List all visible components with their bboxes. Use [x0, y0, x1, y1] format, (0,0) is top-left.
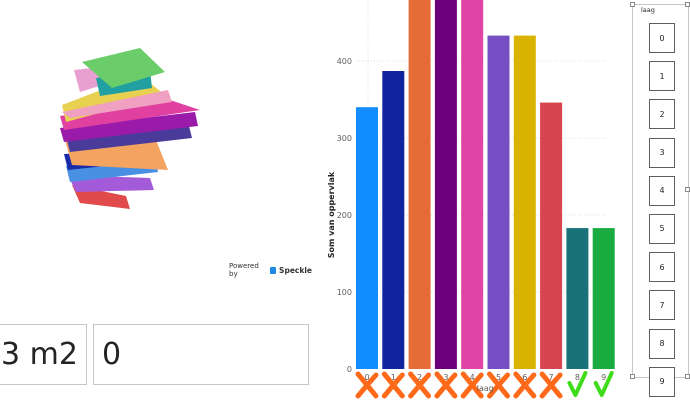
- x-tick-label: 0: [364, 373, 369, 382]
- slicer-item-7[interactable]: 7: [649, 290, 675, 321]
- cross-mark-icon: [487, 372, 510, 399]
- bar-laag-0[interactable]: [356, 107, 378, 369]
- bar-chart-svg[interactable]: 0 100 200 300 400 Som van oppervlak 0 1 2 3 4 5 6 7 8 9…: [318, 0, 618, 403]
- check-mark-icon: [593, 371, 614, 397]
- slicer-items: 0 1 2 3 4 5 6 7 8 9: [649, 23, 675, 405]
- check-mark-icon: [567, 371, 588, 397]
- slicer-item-8[interactable]: 8: [649, 328, 675, 359]
- laag-slicer[interactable]: laag 0 1 2 3 4 5 6 7 8 9: [630, 2, 690, 397]
- cross-mark-icon: [408, 372, 432, 399]
- bar-laag-6[interactable]: [513, 35, 536, 370]
- area-card: 3 m2: [0, 324, 87, 385]
- bar-laag-2[interactable]: [408, 0, 431, 369]
- powered-by-speckle[interactable]: Powered by Speckle: [229, 262, 312, 278]
- slicer-item-6[interactable]: 6: [649, 252, 675, 283]
- slicer-item-1[interactable]: 1: [649, 61, 675, 92]
- cross-mark-icon: [460, 372, 484, 399]
- cross-mark-icon: [381, 372, 405, 399]
- x-tick-label: 8: [575, 373, 580, 382]
- x-tick-label: 1: [391, 373, 396, 382]
- cross-mark-icon: [539, 372, 563, 399]
- x-tick-label: 9: [601, 373, 606, 382]
- slicer-item-3[interactable]: 3: [649, 137, 675, 168]
- bar-laag-5[interactable]: [487, 35, 510, 370]
- slicer-item-4[interactable]: 4: [649, 175, 675, 206]
- bar-laag-3[interactable]: [434, 0, 457, 369]
- y-tick-label: 100: [337, 288, 352, 297]
- slicer-item-9[interactable]: 9: [649, 366, 675, 397]
- bar-laag-7[interactable]: [540, 102, 563, 369]
- speckle-logo-icon: [269, 266, 277, 274]
- layered-model-3d[interactable]: [0, 0, 312, 285]
- y-tick-label: 300: [337, 134, 352, 143]
- x-axis-label: laag: [477, 384, 494, 393]
- powered-by-label: Powered by: [229, 262, 259, 278]
- y-tick-label: 0: [347, 365, 352, 374]
- y-tick-label: 200: [337, 211, 352, 220]
- cross-mark-icon: [434, 372, 458, 399]
- speckle-viewer[interactable]: Powered by Speckle: [0, 0, 312, 285]
- slicer-item-5[interactable]: 5: [649, 213, 675, 244]
- x-tick-label: 5: [496, 373, 501, 382]
- slicer-item-0[interactable]: 0: [649, 23, 675, 53]
- resize-handle[interactable]: [685, 374, 690, 379]
- speckle-brand: Speckle: [279, 265, 312, 275]
- slicer-item-2[interactable]: 2: [649, 99, 675, 130]
- y-tick-label: 400: [337, 57, 352, 66]
- area-value: 3 m2: [1, 337, 78, 372]
- resize-handle[interactable]: [630, 2, 635, 7]
- layer-card: 0: [93, 324, 309, 385]
- resize-handle[interactable]: [685, 187, 690, 192]
- x-tick-label: 6: [522, 373, 527, 382]
- x-tick-label: 7: [549, 373, 554, 382]
- bar-laag-9[interactable]: [592, 228, 615, 369]
- cross-mark-icon: [513, 372, 537, 399]
- bar-chart[interactable]: 0 100 200 300 400 Som van oppervlak 0 1 2 3 4 5 6 7 8 9…: [318, 0, 618, 403]
- cross-mark-icon: [355, 372, 379, 399]
- x-tick-label: 3: [443, 373, 448, 382]
- x-tick-label: 4: [470, 373, 475, 382]
- bar-laag-4[interactable]: [461, 0, 484, 369]
- x-tick-label: 2: [417, 373, 422, 382]
- bar-laag-1[interactable]: [382, 71, 405, 369]
- resize-handle[interactable]: [630, 374, 635, 379]
- slicer-title: laag: [641, 6, 655, 14]
- layer-value: 0: [102, 337, 122, 372]
- y-axis-label: Som van oppervlak: [327, 171, 336, 258]
- bar-laag-8[interactable]: [566, 228, 589, 369]
- resize-handle[interactable]: [685, 2, 690, 7]
